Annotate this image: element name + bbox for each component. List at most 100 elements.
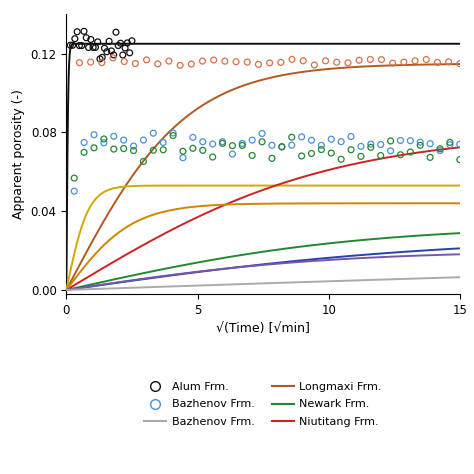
Point bbox=[199, 138, 207, 146]
Point bbox=[308, 150, 315, 157]
Point bbox=[76, 42, 83, 49]
Point bbox=[99, 54, 106, 61]
Point bbox=[426, 154, 434, 161]
Point bbox=[456, 156, 464, 164]
Point bbox=[121, 44, 129, 52]
Point bbox=[165, 57, 173, 65]
Point bbox=[110, 51, 118, 59]
Point bbox=[132, 60, 139, 67]
Point bbox=[80, 27, 88, 35]
Point bbox=[71, 174, 78, 182]
Point bbox=[105, 37, 113, 45]
Point bbox=[238, 142, 246, 149]
Point bbox=[318, 142, 325, 149]
Point bbox=[278, 143, 286, 150]
Point bbox=[328, 149, 335, 157]
Point bbox=[219, 138, 226, 146]
Point bbox=[209, 140, 217, 148]
Point bbox=[108, 47, 115, 55]
Point bbox=[85, 44, 92, 51]
Point bbox=[73, 28, 81, 36]
Point bbox=[128, 37, 136, 45]
Point bbox=[119, 51, 127, 59]
Point bbox=[120, 58, 128, 65]
Point bbox=[446, 141, 454, 148]
Point bbox=[456, 60, 464, 67]
Point bbox=[387, 137, 394, 145]
Point bbox=[387, 147, 394, 155]
Point bbox=[378, 56, 385, 64]
Point bbox=[87, 36, 95, 43]
Point bbox=[357, 143, 365, 150]
Point bbox=[377, 141, 384, 148]
Point bbox=[219, 139, 226, 147]
Point bbox=[126, 49, 134, 56]
Point bbox=[140, 137, 147, 144]
Point bbox=[238, 140, 246, 147]
Point bbox=[377, 152, 384, 159]
Point bbox=[288, 133, 295, 141]
Point bbox=[356, 56, 363, 64]
Point bbox=[434, 59, 441, 66]
X-axis label: √(Time) [√min]: √(Time) [√min] bbox=[216, 322, 310, 335]
Point bbox=[298, 133, 305, 141]
Point bbox=[149, 129, 157, 137]
Point bbox=[221, 57, 228, 65]
Point bbox=[300, 57, 307, 64]
Point bbox=[154, 60, 162, 68]
Point bbox=[90, 144, 98, 152]
Point bbox=[98, 59, 106, 66]
Point bbox=[110, 133, 118, 140]
Point bbox=[110, 146, 118, 153]
Point bbox=[82, 34, 90, 42]
Point bbox=[337, 155, 345, 163]
Point bbox=[400, 58, 408, 66]
Point bbox=[318, 146, 325, 153]
Point bbox=[130, 142, 137, 150]
Point bbox=[422, 56, 430, 64]
Point bbox=[367, 140, 374, 148]
Point bbox=[69, 41, 76, 49]
Point bbox=[277, 59, 284, 66]
Point bbox=[179, 147, 187, 155]
Point bbox=[130, 147, 137, 155]
Point bbox=[310, 61, 318, 69]
Point bbox=[266, 59, 273, 67]
Point bbox=[91, 44, 99, 51]
Point bbox=[288, 55, 296, 63]
Point bbox=[199, 146, 207, 154]
Point bbox=[117, 39, 124, 47]
Point bbox=[255, 61, 262, 68]
Point bbox=[71, 35, 79, 43]
Point bbox=[347, 146, 355, 154]
Point bbox=[176, 62, 184, 69]
Point bbox=[188, 60, 195, 68]
Point bbox=[258, 130, 266, 137]
Point bbox=[80, 148, 88, 156]
Point bbox=[446, 138, 454, 146]
Point bbox=[169, 129, 177, 137]
Point bbox=[179, 154, 187, 162]
Point bbox=[389, 59, 396, 67]
Point bbox=[244, 58, 251, 66]
Point bbox=[101, 45, 109, 52]
Point bbox=[89, 44, 97, 51]
Point bbox=[103, 48, 110, 55]
Point bbox=[298, 152, 305, 160]
Point bbox=[436, 145, 444, 153]
Point bbox=[120, 137, 128, 144]
Point bbox=[333, 58, 340, 66]
Point bbox=[232, 58, 240, 65]
Point bbox=[80, 138, 88, 146]
Point bbox=[71, 187, 78, 195]
Point bbox=[96, 55, 104, 63]
Point bbox=[120, 145, 128, 152]
Point bbox=[100, 135, 108, 143]
Point bbox=[248, 137, 256, 144]
Point bbox=[268, 142, 276, 149]
Point bbox=[228, 150, 236, 158]
Point bbox=[308, 137, 315, 144]
Point bbox=[407, 148, 414, 156]
Point bbox=[456, 140, 464, 148]
Point bbox=[344, 59, 352, 67]
